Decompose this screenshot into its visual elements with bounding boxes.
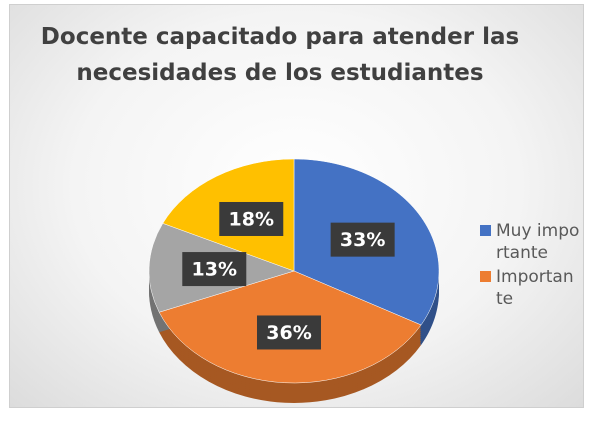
data-label: 36% bbox=[266, 322, 311, 344]
pie-area: 33% 36% 13% 18% bbox=[148, 158, 440, 404]
data-label: 13% bbox=[192, 259, 237, 281]
chart: Docente capacitado para atender las nece… bbox=[9, 4, 584, 408]
data-label: 18% bbox=[229, 208, 274, 230]
chart-title: Docente capacitado para atender las nece… bbox=[40, 24, 520, 86]
data-label-box bbox=[182, 252, 247, 287]
legend-entry: Muy importante bbox=[480, 220, 583, 264]
data-label-box bbox=[256, 315, 321, 350]
legend-swatch bbox=[480, 225, 491, 236]
legend-label: Importante bbox=[496, 267, 574, 309]
legend-label: Muy importante bbox=[496, 221, 580, 263]
legend-swatch bbox=[480, 271, 491, 282]
data-label-box bbox=[330, 222, 395, 257]
legend: Muy importante Importante bbox=[480, 220, 583, 312]
data-label: 33% bbox=[340, 229, 385, 251]
legend-entry: Importante bbox=[480, 266, 583, 310]
data-label-box bbox=[219, 201, 284, 236]
